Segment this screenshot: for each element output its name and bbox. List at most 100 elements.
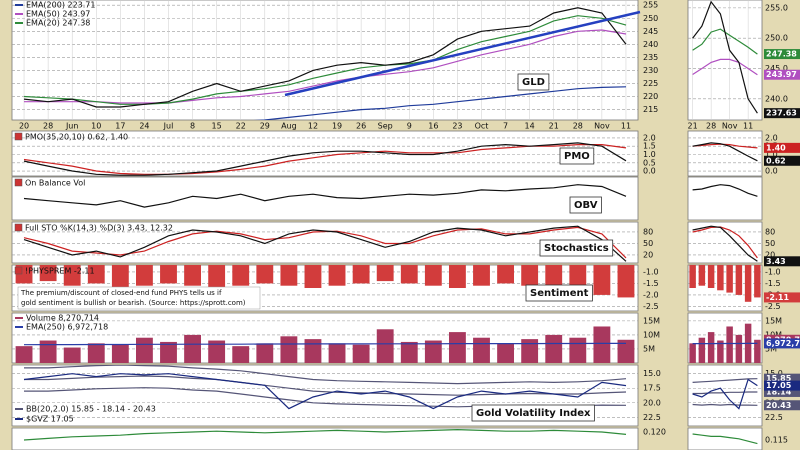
y-tick-label: 5M — [643, 344, 655, 353]
x-tick-label: Jul — [163, 122, 174, 131]
y-tick-label: -1.5 — [765, 279, 781, 288]
y-tick-label: 15M — [643, 316, 660, 325]
bar — [280, 265, 298, 286]
panel-title: On Balance Vol — [25, 179, 85, 188]
value-badge — [764, 256, 800, 267]
bar — [87, 265, 105, 284]
y-tick-label: 2.0 — [643, 133, 656, 142]
annotation-box — [539, 239, 614, 257]
x-tick-label: Oct — [475, 122, 489, 131]
line-series — [23, 225, 627, 262]
x-tick-label: 14 — [525, 122, 535, 131]
title-icon — [14, 178, 23, 187]
bar — [376, 329, 394, 363]
y-tick-label: 1.5 — [643, 142, 656, 151]
annotation-box — [517, 73, 550, 91]
value-badge — [764, 155, 800, 166]
title-icon — [14, 223, 23, 232]
panel-title: Full STO %K(14,3) %D(3) 3.43, 12.32 — [25, 224, 173, 233]
line-series — [692, 184, 758, 197]
legend-label: $GVZ 17.05 — [26, 415, 74, 424]
x-tick-label: 21 — [549, 122, 559, 131]
annotation-box — [559, 147, 595, 165]
bar — [232, 265, 250, 286]
bar — [754, 265, 761, 298]
x-tick-label: 26 — [356, 122, 366, 131]
line-series — [692, 378, 758, 383]
x-tick-label: Nov — [594, 122, 610, 131]
y-tick-label: 230 — [643, 66, 658, 75]
bar — [232, 346, 250, 363]
annotation-box — [569, 196, 602, 214]
bar — [376, 265, 394, 282]
line-series — [23, 184, 627, 208]
y-tick-label: 225 — [643, 79, 658, 88]
line-series — [692, 391, 758, 395]
legend-label: EMA(200) 223.71 — [26, 1, 95, 10]
y-tick-label: 255.0 — [765, 3, 788, 12]
y-tick-label: 240 — [643, 40, 658, 49]
value-badge-label: 3.43 — [766, 257, 786, 266]
x-tick-label: 15 — [212, 122, 222, 131]
x-tick-label: 28 — [706, 122, 716, 131]
bar — [448, 265, 466, 288]
x-tick-label: 28 — [43, 122, 53, 131]
bar — [473, 265, 490, 286]
bar — [735, 265, 743, 295]
y-tick-label: 5M — [765, 344, 777, 353]
line-series — [692, 226, 758, 259]
value-badge — [764, 386, 800, 397]
x-tick-label: 17 — [115, 122, 125, 131]
bar — [304, 265, 322, 288]
note-line: The premium/discount of closed-end fund … — [20, 289, 222, 297]
y-tick-label: 20.0 — [643, 398, 661, 407]
bar — [569, 265, 587, 291]
bar — [473, 337, 490, 363]
value-badge-label: 17.05 — [766, 381, 792, 390]
y-tick-label: -2.5 — [643, 302, 659, 311]
x-tick-label: 16 — [428, 122, 438, 131]
line-series — [692, 433, 758, 445]
value-badge-label: 18.14 — [766, 387, 792, 396]
trend-line — [284, 10, 641, 97]
value-badge-label: -2.11 — [766, 293, 789, 302]
bar — [160, 341, 177, 363]
bar — [208, 265, 226, 288]
legend-label: BB(20,2.0) 15.85 - 18.14 - 20.43 — [26, 405, 156, 414]
y-tick-label: 245.0 — [765, 64, 788, 73]
bar — [569, 337, 587, 363]
line-series — [23, 15, 627, 105]
annotation: GLD — [522, 77, 545, 88]
bar — [135, 337, 153, 363]
panel — [687, 176, 763, 221]
bar — [726, 265, 733, 293]
y-tick-label: 245 — [643, 27, 658, 36]
bar — [111, 265, 129, 288]
bar — [735, 334, 743, 363]
value-badge-label: 247.38 — [766, 50, 797, 59]
value-badge — [764, 338, 800, 349]
line-series — [692, 225, 758, 262]
value-badge — [764, 380, 800, 391]
y-tick-label: 1.0 — [765, 150, 778, 159]
line-series — [692, 403, 758, 406]
value-badge — [764, 400, 800, 411]
bar — [448, 332, 466, 363]
bar — [754, 339, 761, 363]
bar — [328, 265, 346, 286]
value-badge-label: 20.43 — [766, 401, 791, 410]
y-tick-label: 0.115 — [765, 436, 788, 445]
annotation: PMO — [564, 151, 590, 162]
title-icon — [14, 266, 23, 275]
panel — [11, 312, 639, 364]
bar — [689, 265, 696, 288]
panel — [687, 130, 763, 177]
bar — [497, 343, 515, 363]
value-badge — [764, 292, 800, 303]
bar — [707, 332, 715, 363]
annotation: Stochastics — [544, 243, 609, 254]
bar — [63, 347, 81, 363]
x-tick-label: 10 — [91, 122, 101, 131]
y-tick-label: -2.0 — [643, 290, 659, 299]
x-tick-label: 21 — [688, 122, 698, 131]
